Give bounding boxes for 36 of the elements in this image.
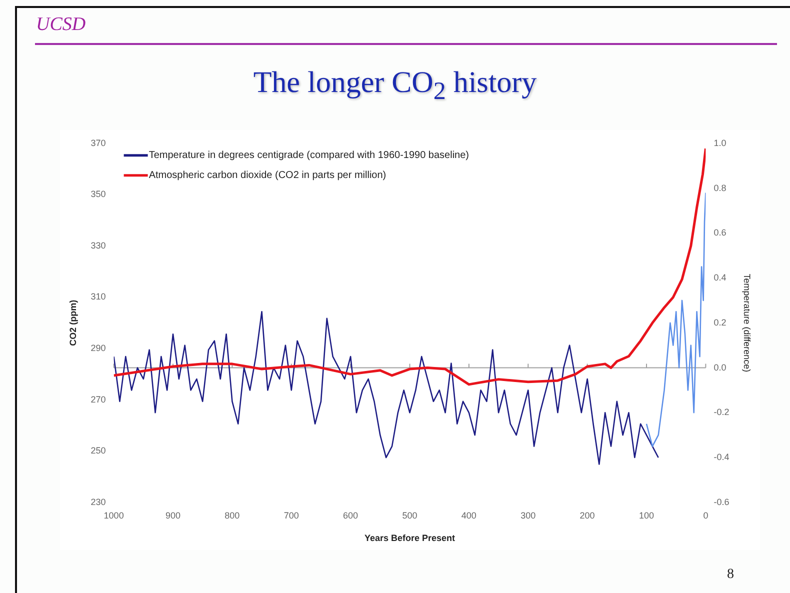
x-axis-title: Years Before Present xyxy=(364,533,456,544)
y2-tick-label: 0.6 xyxy=(714,228,726,238)
x-tick-label: 400 xyxy=(461,510,476,520)
x-tick-label: 0 xyxy=(703,510,708,520)
x-tick-label: 700 xyxy=(284,510,299,520)
y2-tick-label: -0.6 xyxy=(714,496,730,507)
x-tick-label: 900 xyxy=(165,510,181,520)
chart-title: The longer CO$_{2}$ history xyxy=(252,66,538,106)
y2-tick-label: -0.4 xyxy=(714,452,730,462)
y2-tick-label: 0.8 xyxy=(714,182,726,193)
text: UCSD xyxy=(36,14,86,36)
y-tick-label: 290 xyxy=(90,343,106,354)
legend-label: Atmospheric carbon dioxide (CO2 in parts per million) xyxy=(148,170,386,182)
x-tick-label: 100 xyxy=(638,510,654,520)
legend-label: Temperature in degrees centigrade (compared with 1960-1990 baseline) xyxy=(148,150,470,162)
y2-axis-title: Temperature (difference) xyxy=(742,274,752,372)
y2-tick-label: 1.0 xyxy=(714,138,726,148)
y-tick-label: 310 xyxy=(90,292,106,302)
x-tick-label: 200 xyxy=(580,510,595,520)
y2-tick-label: 0.2 xyxy=(714,317,726,328)
y-tick-label: 370 xyxy=(90,138,106,148)
x-tick-label: 600 xyxy=(343,510,358,520)
y-tick-label: 230 xyxy=(90,496,106,507)
y2-tick-label: -0.2 xyxy=(714,407,730,418)
y2-tick-label: 0.0 xyxy=(714,362,726,372)
text: 8 xyxy=(727,567,734,583)
x-tick-label: 800 xyxy=(224,510,240,520)
y2-tick-label: 0.4 xyxy=(714,272,726,283)
x-tick-label: 500 xyxy=(402,510,418,520)
y-tick-label: 350 xyxy=(90,189,106,200)
y-axis-title: CO2 (ppm) xyxy=(68,300,78,346)
x-tick-label: 300 xyxy=(520,510,536,520)
x-tick-label: 1000 xyxy=(104,510,124,520)
y-tick-label: 250 xyxy=(90,446,106,456)
y-tick-label: 270 xyxy=(90,394,106,404)
y-tick-label: 330 xyxy=(90,240,106,250)
